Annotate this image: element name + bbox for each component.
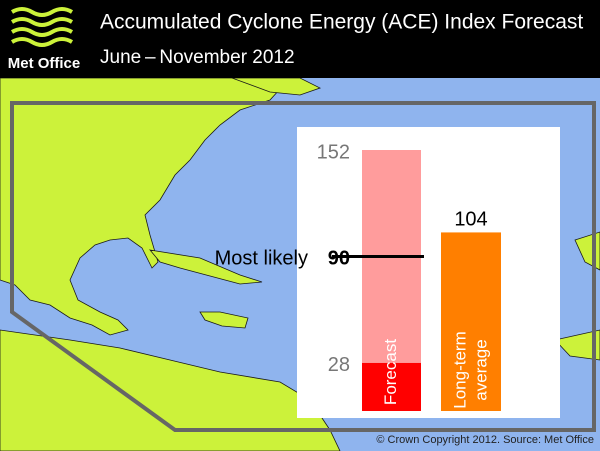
likely-label: Most likely: [215, 248, 308, 270]
average-name: average: [471, 339, 490, 400]
likely-value: 90: [328, 248, 350, 270]
average-bar: [441, 232, 501, 411]
chart-panel: [297, 127, 560, 418]
header-band: [0, 0, 600, 78]
forecast-region: [10, 101, 596, 432]
subtitle: June – November 2012: [100, 47, 295, 68]
average-value: 104: [454, 209, 487, 231]
low-label: 28: [328, 354, 350, 376]
average-name: Long-term: [450, 331, 469, 408]
high-label: 152: [317, 141, 350, 163]
logo-text: Met Office: [8, 55, 81, 72]
forecast-name: Forecast: [381, 339, 400, 405]
logo-mark: [10, 7, 74, 47]
land: [0, 77, 600, 451]
forecast-low: [362, 362, 421, 411]
credit: © Crown Copyright 2012. Source: Met Offi…: [376, 434, 594, 446]
title: Accumulated Cyclone Energy (ACE) Index F…: [100, 11, 583, 34]
